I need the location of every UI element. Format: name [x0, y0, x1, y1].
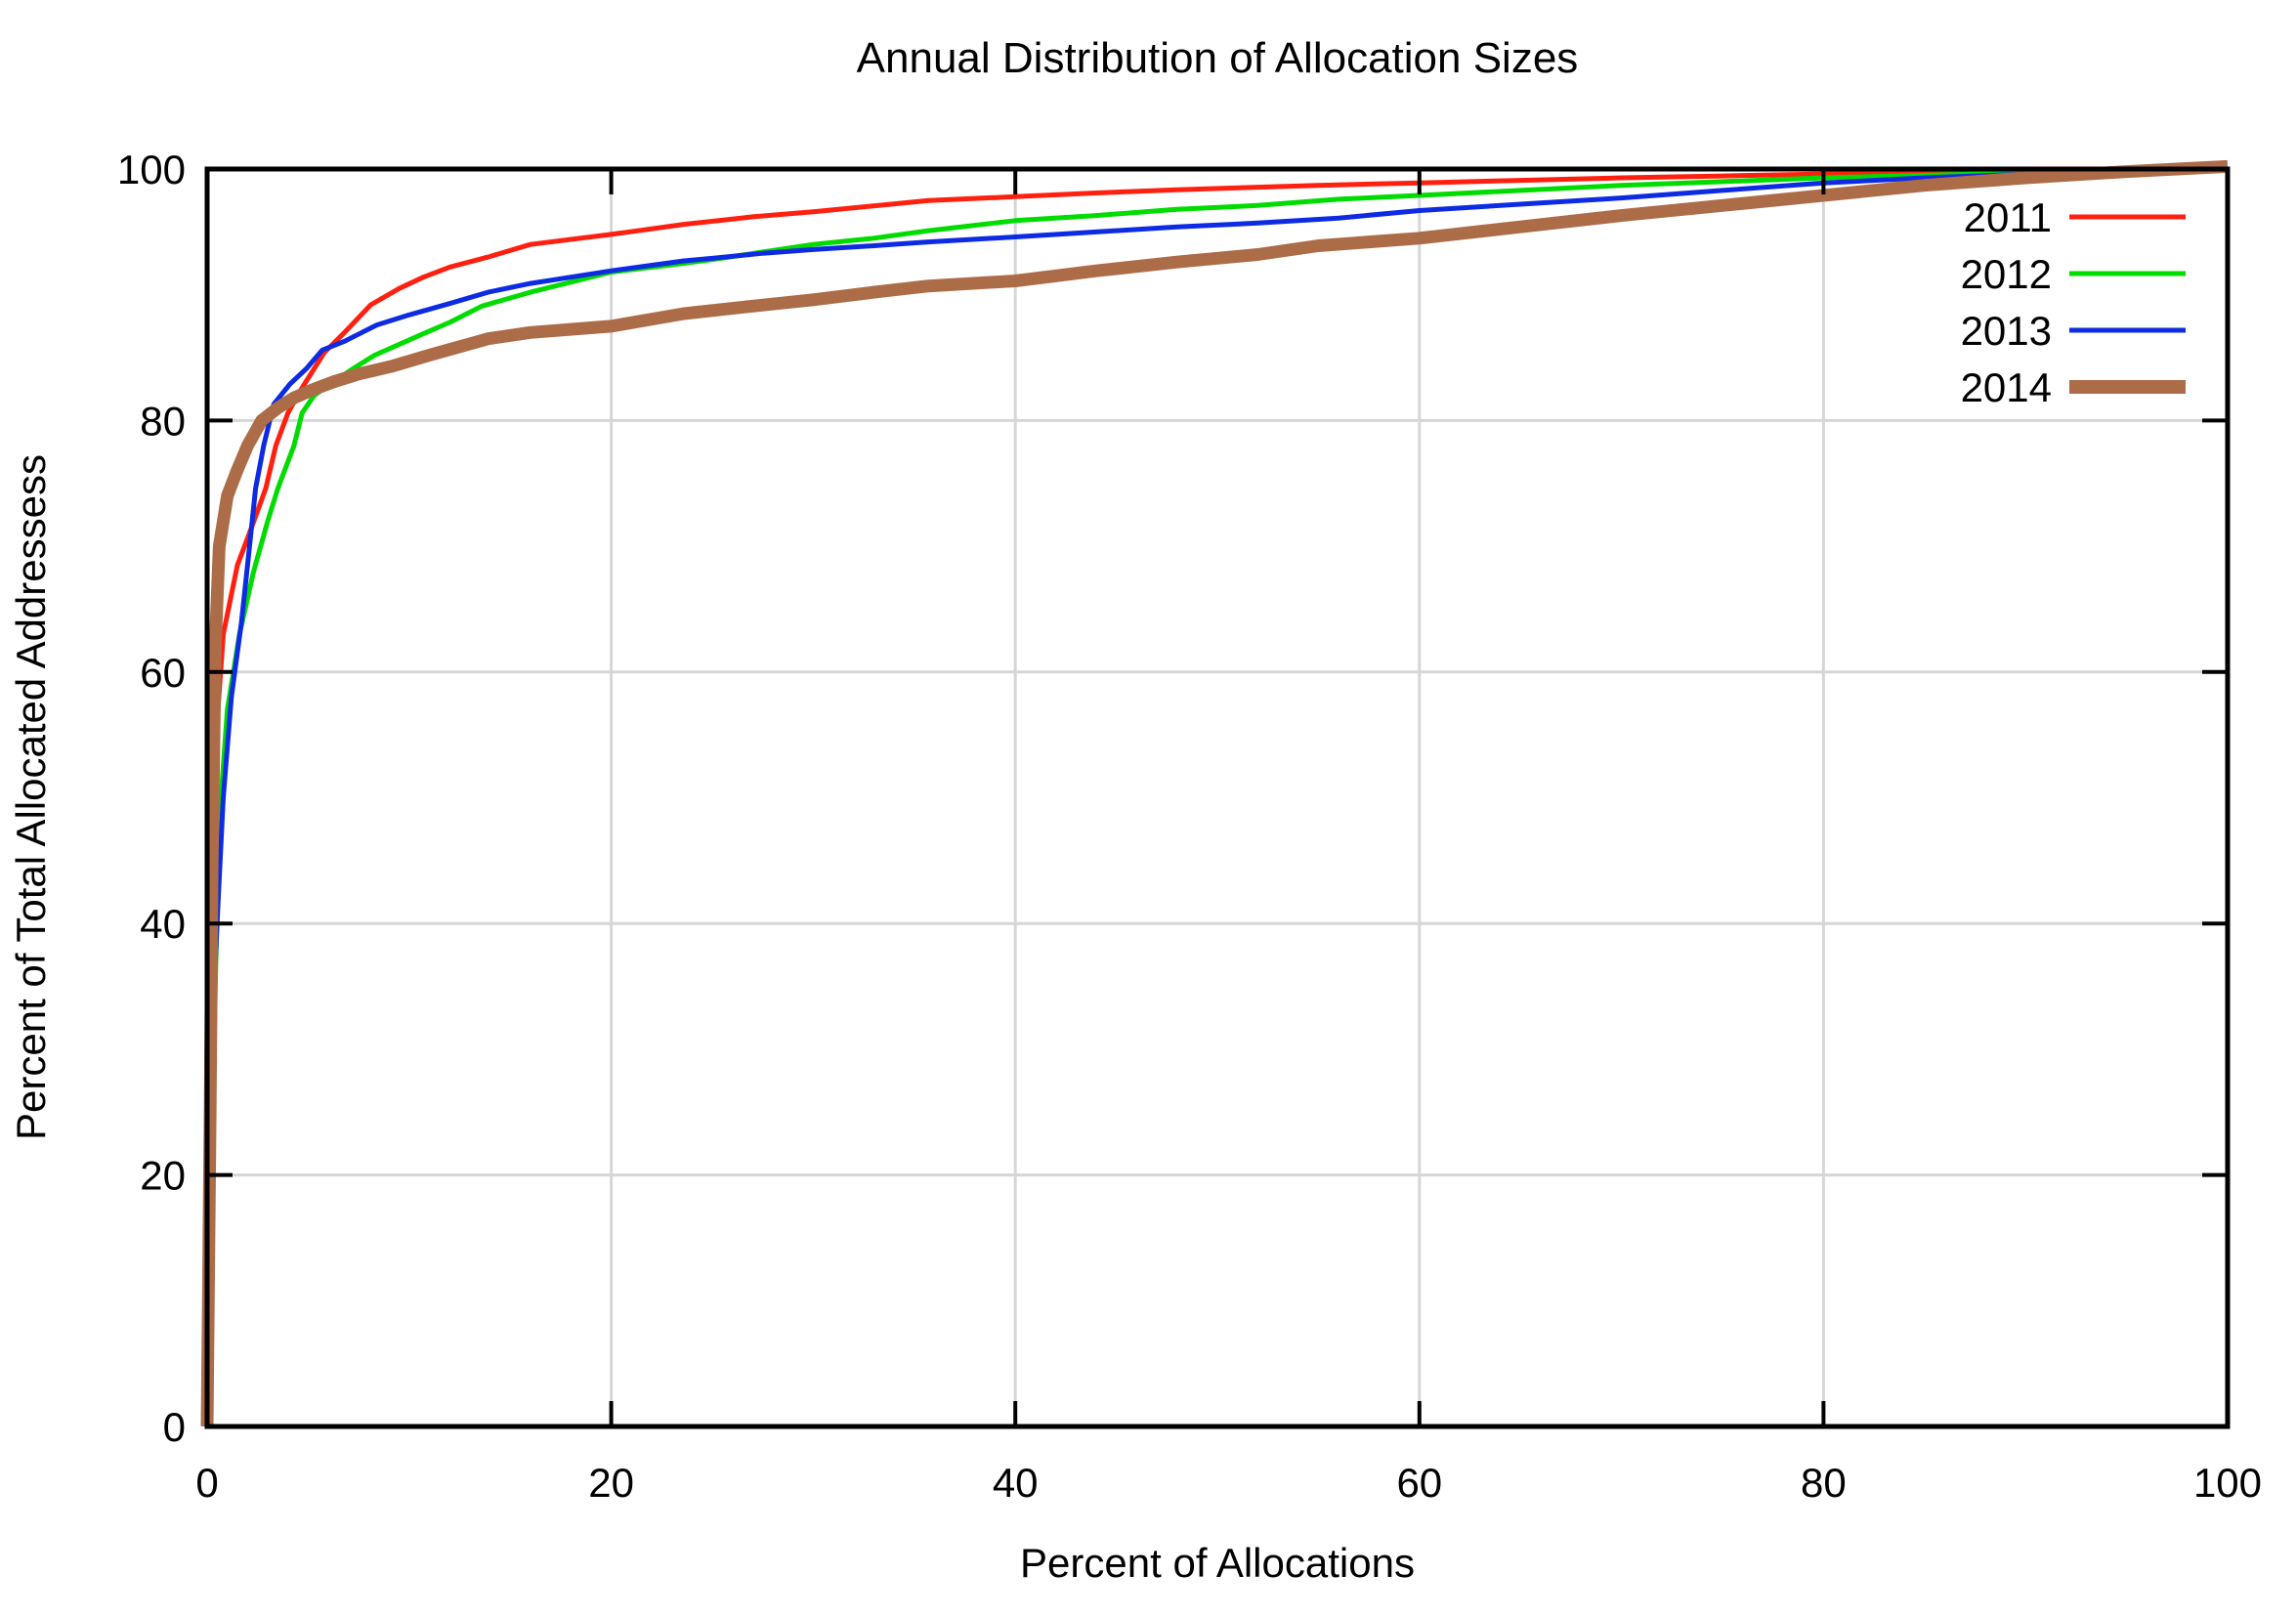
y-tick-label: 100 [117, 147, 186, 192]
plot-border-rect [204, 166, 2231, 1429]
x-tick-label: 40 [993, 1460, 1039, 1506]
x-tick-label: 60 [1396, 1460, 1442, 1506]
legend-label-2014: 2014 [1961, 364, 2052, 410]
y-axis-label: Percent of Total Allocated Addressess [8, 454, 54, 1140]
legend-label-2012: 2012 [1961, 251, 2052, 297]
legend-label-2011: 2011 [1964, 194, 2052, 240]
gridlines [207, 169, 2228, 1426]
tick-labels: 0 20 40 60 80 100 0 20 40 60 80 100 [117, 147, 2262, 1506]
legend: 2011 2012 2013 2014 [1961, 194, 2186, 410]
axis-ticks [205, 167, 2230, 1428]
y-tick-label: 40 [140, 901, 186, 947]
x-tick-label: 80 [1801, 1460, 1847, 1506]
y-tick-label: 20 [140, 1153, 186, 1199]
x-tick-label: 20 [588, 1460, 634, 1506]
series-lines [200, 159, 2229, 1427]
x-tick-label: 0 [195, 1460, 218, 1506]
y-tick-label: 0 [163, 1404, 186, 1450]
series-line-2014 [200, 159, 2229, 1427]
legend-label-2013: 2013 [1961, 308, 2052, 354]
y-tick-label: 60 [140, 650, 186, 696]
plot-border [204, 166, 2231, 1429]
chart-title: Annual Distribution of Allocation Sizes [857, 34, 1579, 82]
y-tick-label: 80 [140, 398, 186, 444]
x-axis-label: Percent of Allocations [1020, 1540, 1415, 1586]
series-line-2013 [204, 166, 2229, 1427]
x-tick-label: 100 [2193, 1460, 2262, 1506]
